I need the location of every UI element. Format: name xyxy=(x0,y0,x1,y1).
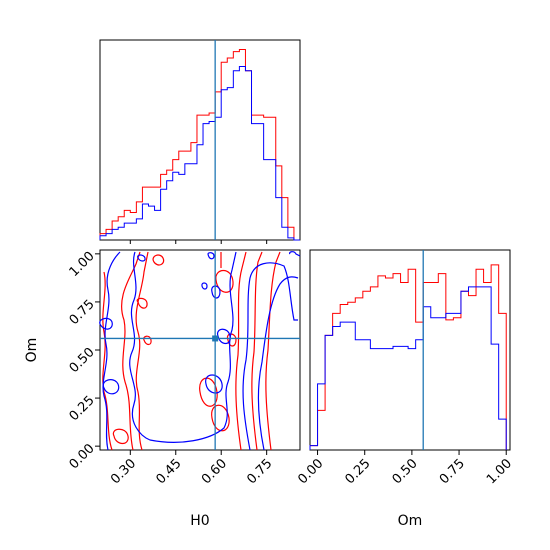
joint-blue-contour-6 xyxy=(211,285,221,299)
h0-histogram-series-0 xyxy=(99,49,300,241)
joint-blue-contour-5 xyxy=(99,317,113,330)
joint-reference-marker xyxy=(212,335,219,342)
joint-blue-contour-12 xyxy=(207,252,215,260)
om-marginal-xlabel: Om xyxy=(398,513,423,529)
om-xtick-label-1: 0.25 xyxy=(342,456,373,487)
joint-ytick-label-3: 0.75 xyxy=(67,297,98,328)
joint-red-contour-7 xyxy=(199,377,218,407)
h0-marginal-frame xyxy=(99,39,301,241)
joint-red-contour-8 xyxy=(211,404,230,432)
joint-blue-contour-10 xyxy=(137,254,146,262)
joint-blue-contour-11 xyxy=(289,251,301,257)
joint-blue-contour-3 xyxy=(129,251,237,443)
om-histogram-series-0 xyxy=(309,264,507,450)
joint-red-contour-4 xyxy=(102,271,113,451)
joint-ytick-label-2: 0.50 xyxy=(67,345,98,376)
h0-histogram-group xyxy=(99,40,300,241)
joint-red-contour-13 xyxy=(112,428,129,445)
joint-red-contour-10 xyxy=(136,297,148,309)
joint-ylabel: Om xyxy=(24,338,40,363)
om-histogram-series-1 xyxy=(309,286,507,450)
joint-xtick-label-0: 0.30 xyxy=(108,456,139,487)
joint-red-contour-1 xyxy=(251,251,263,451)
joint-xtick-label-3: 0.75 xyxy=(244,456,275,487)
joint-red-contour-11 xyxy=(143,335,152,346)
om-xtick-label-2: 0.50 xyxy=(390,456,421,487)
joint-red-contour-12 xyxy=(226,333,237,347)
joint-red-contour-3 xyxy=(121,251,141,451)
joint-xtick-label-1: 0.45 xyxy=(154,456,185,487)
joint-ytick-label-4: 1.00 xyxy=(67,249,98,280)
joint-xlabel: H0 xyxy=(190,513,209,529)
joint-red-contour-6 xyxy=(152,254,165,266)
joint-blue-contour-4 xyxy=(102,379,120,395)
joint-ytick-label-0: 0.00 xyxy=(67,441,98,472)
joint-red-contour-9 xyxy=(215,269,234,293)
om-xtick-label-4: 1.00 xyxy=(484,456,515,487)
om-xtick-label-0: 0.00 xyxy=(295,456,326,487)
joint-blue-contour-2 xyxy=(102,251,121,451)
om-histogram-group xyxy=(309,250,507,450)
joint-blue-contour-0 xyxy=(242,262,298,451)
joint-blue-contour-1 xyxy=(257,276,299,451)
joint-red-contour-5 xyxy=(135,251,149,451)
joint-xtick-label-2: 0.60 xyxy=(199,456,230,487)
joint-red-contour-2 xyxy=(265,251,281,451)
joint-ytick-label-1: 0.25 xyxy=(67,393,98,424)
joint-contour-group xyxy=(99,250,301,451)
joint-blue-contour-9 xyxy=(205,374,223,394)
joint-blue-contour-7 xyxy=(201,282,208,290)
om-xtick-label-3: 0.75 xyxy=(437,456,468,487)
h0-histogram-series-1 xyxy=(99,65,300,241)
joint-blue-contour-8 xyxy=(216,328,231,345)
joint-red-contour-0 xyxy=(235,251,247,451)
om-marginal-frame xyxy=(309,249,511,451)
